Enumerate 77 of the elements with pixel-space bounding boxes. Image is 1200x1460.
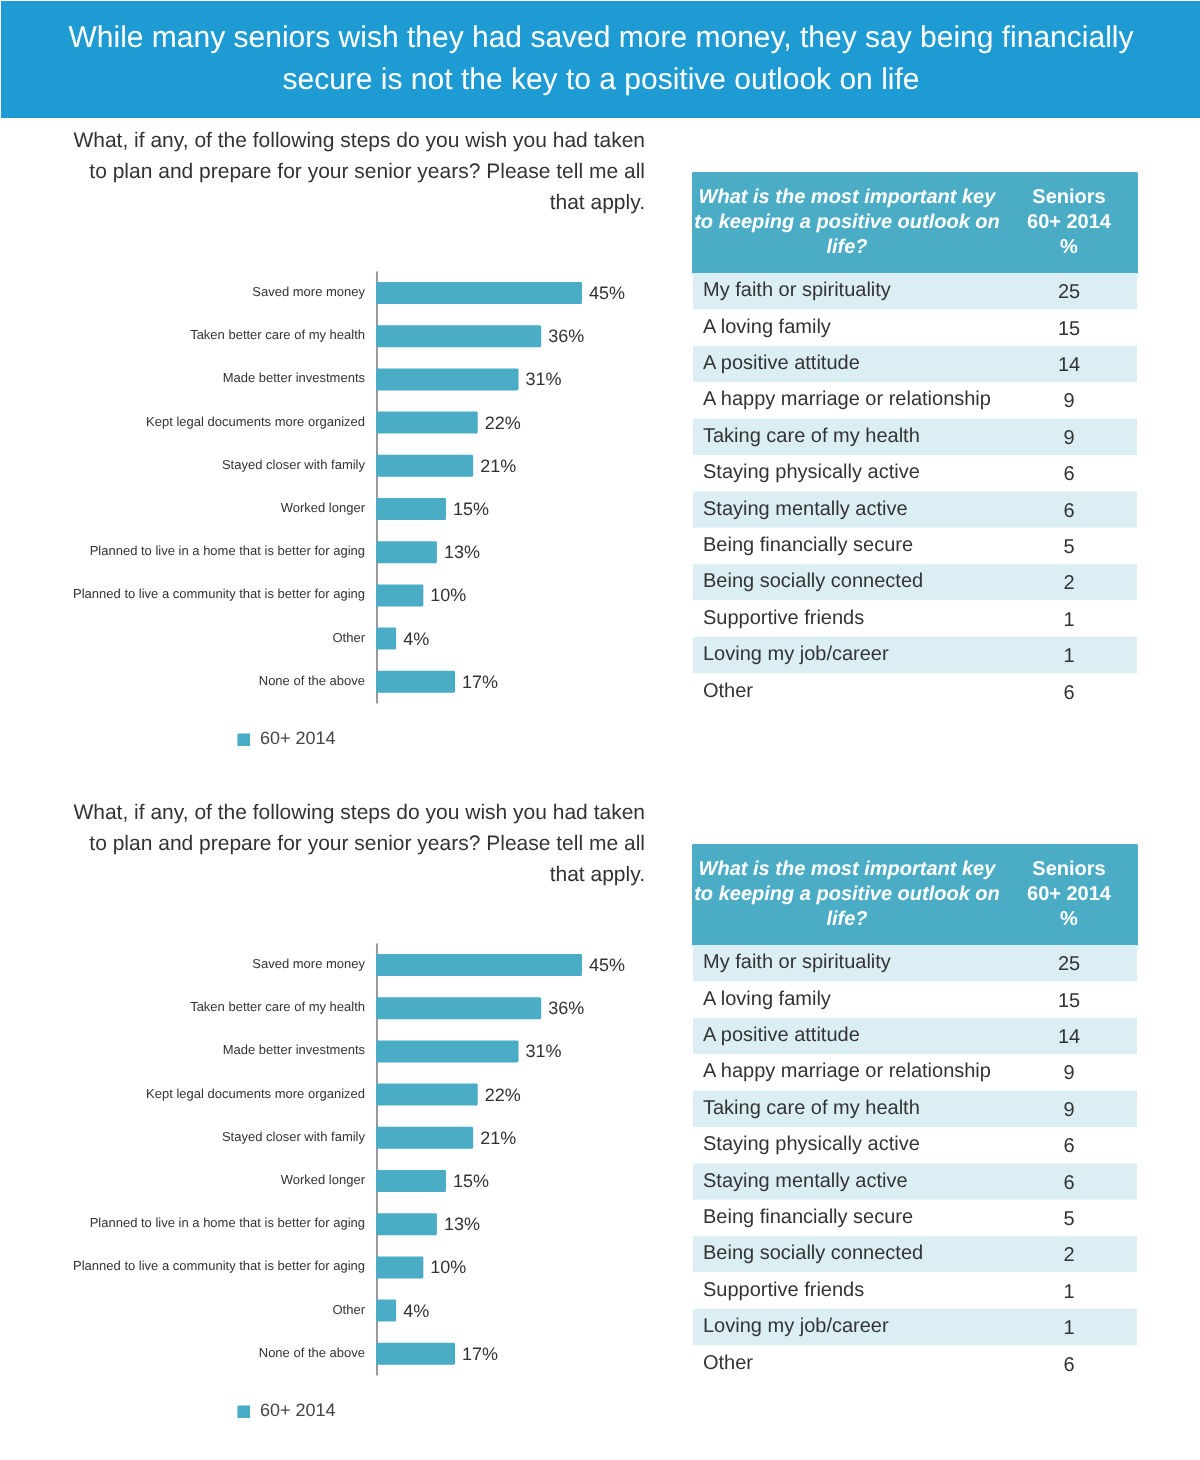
category-label: Taking care of my health [703, 425, 920, 448]
data-label: 22% [484, 1084, 521, 1105]
data-label: 45% [589, 283, 626, 303]
data-label: 6 [1063, 500, 1076, 523]
data-label: 31% [525, 369, 562, 390]
data-label: 21% [480, 455, 517, 476]
data-label: 5 [1063, 537, 1076, 559]
category-label: Being socially connected [703, 571, 924, 594]
data-label: 17% [462, 671, 499, 692]
data-label: 6 [1063, 1136, 1076, 1159]
category-label: A loving family [703, 988, 831, 1011]
data-label: 10% [430, 585, 467, 606]
data-label: 31% [525, 1041, 562, 1062]
data-label: 1 [1063, 609, 1076, 632]
data-label: 15% [453, 1171, 490, 1191]
data-label: 13% [443, 1214, 480, 1235]
category-label: A positive attitude [703, 1025, 861, 1047]
data-label: 10% [430, 1257, 467, 1278]
text: While many seniors wish they had saved more money, they say being financially secure is not the key to a positive outlook on life [68, 20, 1135, 98]
data-label: 2 [1063, 573, 1076, 596]
data-label: 25 [1057, 954, 1081, 977]
category-label: My faith or spirituality [703, 280, 891, 303]
category-label: Being socially connected [703, 1243, 924, 1266]
data-label: 14 [1057, 1027, 1081, 1049]
category-label: Supportive friends [703, 607, 865, 630]
data-label: 14 [1057, 355, 1081, 377]
data-label: 9 [1063, 1099, 1076, 1122]
data-label: 1 [1063, 1281, 1076, 1304]
category-label: Staying physically active [703, 1134, 921, 1157]
text: Seniors 60+ 2014 % [1027, 186, 1112, 260]
category-label: A happy marriage or relationship [703, 1061, 992, 1084]
data-label: 9 [1063, 1063, 1076, 1086]
data-label: 2 [1063, 1245, 1076, 1268]
data-label: 15% [453, 499, 490, 519]
text: What is the most important key to keeping a positive outlook on life? [694, 858, 1000, 932]
data-label: 5 [1063, 1209, 1076, 1231]
category-label: Taking care of my health [703, 1097, 920, 1120]
data-label: 13% [443, 542, 480, 563]
category-label: A happy marriage or relationship [703, 389, 992, 412]
data-label: 9 [1063, 427, 1076, 450]
data-label: 4% [403, 1300, 430, 1321]
category-label: A positive attitude [703, 353, 861, 375]
chart-title: What, if any, of the following steps do you wish you had taken to plan and prepare for your senior years? Please tell me all that apply. [73, 129, 646, 216]
category-label: Supportive friends [703, 1279, 865, 1302]
data-label: 1 [1063, 646, 1076, 669]
data-label: 21% [480, 1127, 517, 1148]
data-label: 6 [1063, 1172, 1076, 1195]
data-label: 25 [1057, 282, 1081, 305]
category-label: A loving family [703, 316, 831, 339]
category-label: Staying mentally active [703, 498, 909, 521]
category-label: Staying physically active [703, 462, 921, 485]
text: What is the most important key to keeping a positive outlook on life? [694, 186, 1000, 260]
data-label: 6 [1063, 464, 1076, 487]
data-label: 22% [484, 412, 521, 433]
category-label: Being financially secure [703, 1207, 914, 1229]
data-label: 36% [548, 326, 585, 347]
data-label: 17% [462, 1343, 499, 1364]
category-label: Staying mentally active [703, 1170, 909, 1193]
data-label: 1 [1063, 1318, 1076, 1341]
data-label: 15 [1057, 318, 1081, 341]
data-label: 4% [403, 628, 430, 649]
category-label: Other [703, 680, 755, 703]
category-label: My faith or spirituality [703, 952, 891, 975]
data-label: 6 [1063, 1354, 1076, 1377]
legend-label: 60+ 2014 [260, 1400, 336, 1421]
data-label: 9 [1063, 391, 1076, 414]
data-label: 36% [548, 998, 585, 1019]
text: Seniors 60+ 2014 % [1027, 858, 1112, 932]
category-label: Loving my job/career [703, 1316, 890, 1339]
chart-title: What, if any, of the following steps do you wish you had taken to plan and prepare for your senior years? Please tell me all that apply. [73, 801, 646, 888]
category-label: Being financially secure [703, 535, 914, 557]
category-label: Loving my job/career [703, 644, 890, 667]
data-label: 15 [1057, 990, 1081, 1013]
category-label: Other [703, 1352, 755, 1375]
legend-label: 60+ 2014 [260, 728, 336, 749]
data-label: 45% [589, 955, 626, 975]
data-label: 6 [1063, 682, 1076, 705]
